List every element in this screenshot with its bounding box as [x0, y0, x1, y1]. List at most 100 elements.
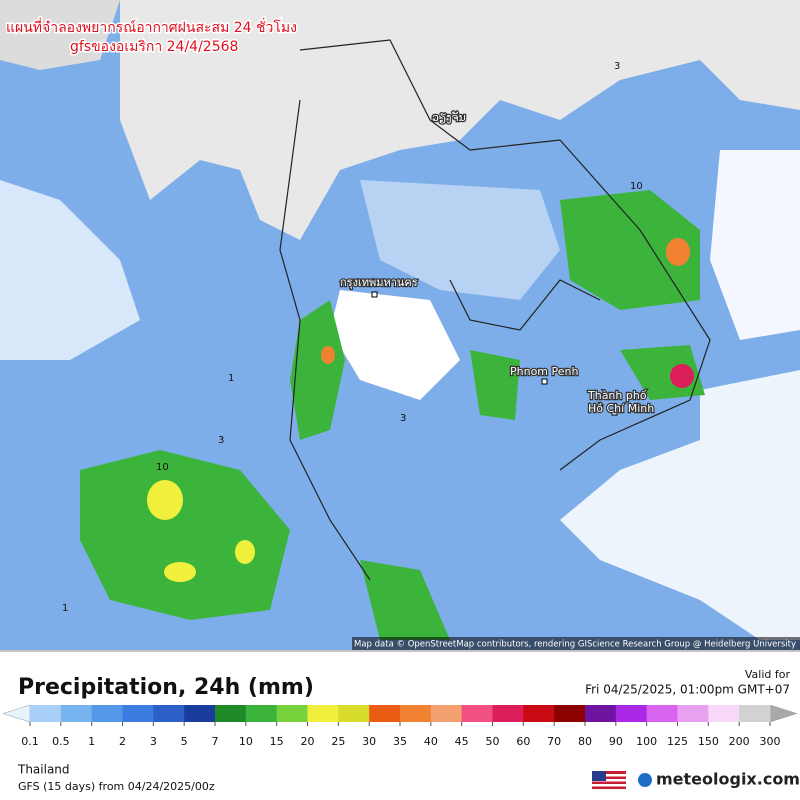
place-label: Hồ Chí Minh — [588, 402, 654, 415]
heavy-rain — [164, 562, 196, 582]
scale-label: 150 — [698, 735, 719, 748]
rain-zone — [80, 450, 290, 620]
contour-label: 1 — [62, 603, 68, 614]
scale-swatch — [91, 705, 123, 722]
scale-label: 40 — [424, 735, 438, 748]
scale-swatch — [276, 705, 308, 722]
contour-label: 3 — [218, 435, 224, 446]
scale-label: 200 — [729, 735, 750, 748]
city-marker — [371, 291, 378, 298]
scale-label: 25 — [331, 735, 345, 748]
scale-swatch — [492, 705, 524, 722]
scale-label: 60 — [516, 735, 530, 748]
scale-label: 30 — [362, 735, 376, 748]
rain-zone — [560, 190, 700, 310]
scale-label: 125 — [667, 735, 688, 748]
place-label: Thành phố — [587, 389, 647, 402]
scale-label: 15 — [270, 735, 284, 748]
city-marker — [541, 378, 548, 385]
scale-label: 0.5 — [52, 735, 70, 748]
valid-time: Fri 04/25/2025, 01:00pm GMT+07 — [585, 683, 790, 697]
scale-under — [2, 704, 31, 723]
scale-label: 35 — [393, 735, 407, 748]
scale-label: 3 — [150, 735, 157, 748]
scale-label: 80 — [578, 735, 592, 748]
scale-label: 5 — [181, 735, 188, 748]
scale-label: 70 — [547, 735, 561, 748]
scale-swatch — [184, 705, 216, 722]
map: แผนที่จำลองพยากรณ์อากาศฝนสะสม 24 ชั่วโมง… — [0, 0, 800, 650]
scale-swatch — [338, 705, 370, 722]
scale-swatch — [215, 705, 247, 722]
attribution-bg — [352, 637, 800, 650]
place-label: Phnom Penh — [510, 365, 578, 378]
rain-zone — [290, 300, 345, 440]
heavy-rain — [321, 346, 335, 364]
scale-swatch — [30, 705, 62, 722]
contour-label: 10 — [156, 462, 169, 473]
scale-swatch — [122, 705, 154, 722]
scale-swatch — [585, 705, 617, 722]
sea-dry — [710, 150, 800, 340]
rain-zone — [470, 350, 520, 420]
us-flag — [592, 771, 626, 789]
heavy-rain — [666, 238, 690, 266]
contour-label: 10 — [630, 181, 643, 192]
scale-label: 90 — [609, 735, 623, 748]
legend-title: Precipitation, 24h (mm) — [18, 675, 314, 700]
scale-label: 20 — [301, 735, 315, 748]
gulf-dry — [330, 290, 460, 400]
light-rain — [360, 180, 560, 300]
scale-label: 100 — [636, 735, 657, 748]
heavy-rain — [670, 364, 694, 388]
scale-label: 45 — [455, 735, 469, 748]
scale-swatch — [245, 705, 278, 722]
contour-label: 3 — [400, 413, 406, 424]
scale-swatch — [554, 705, 586, 722]
scale-swatch — [615, 705, 648, 722]
scale-swatch — [153, 705, 185, 722]
scale-swatch — [369, 705, 401, 722]
region: Thailand — [17, 763, 70, 777]
valid-label: Valid for — [745, 668, 791, 681]
scale-swatch — [400, 705, 432, 722]
contour-label: 1 — [228, 373, 234, 384]
scale-label: 2 — [119, 735, 126, 748]
scale-label: 7 — [212, 735, 219, 748]
brand-logo — [638, 773, 652, 787]
scale-swatch — [739, 705, 771, 722]
scale-label: 50 — [486, 735, 500, 748]
model-run: GFS (15 days) from 04/24/2025/00z — [18, 780, 215, 793]
dry-land — [120, 0, 800, 240]
scale-swatch — [60, 705, 93, 722]
scale-swatch — [307, 705, 339, 722]
rain-zone — [360, 560, 450, 640]
place-label: ວຽງຈັນ — [432, 111, 466, 124]
scale-swatch — [708, 705, 740, 722]
map-subtitle: gfsของอเมริกา 24/4/2568 — [70, 39, 238, 55]
attribution: Map data © OpenStreetMap contributors, r… — [354, 640, 796, 650]
legend: Precipitation, 24h (mm) Valid for Fri 04… — [2, 668, 798, 748]
scale-swatch — [430, 705, 463, 722]
scale-label: 0.1 — [21, 735, 39, 748]
scale-over — [769, 704, 798, 723]
brand[interactable]: meteologix.com — [656, 770, 800, 789]
city-marker — [611, 409, 618, 416]
dry-land — [0, 0, 120, 70]
heavy-rain — [147, 480, 183, 520]
sea-dry — [560, 370, 800, 640]
scale-swatch — [461, 705, 493, 722]
contour-label: 3 — [614, 61, 620, 72]
heavy-rain — [235, 540, 255, 564]
map-title: แผนที่จำลองพยากรณ์อากาศฝนสะสม 24 ชั่วโมง — [6, 18, 297, 36]
scale-label: 300 — [760, 735, 781, 748]
scale-swatch — [646, 705, 678, 722]
scale-swatch — [677, 705, 709, 722]
borders — [279, 39, 711, 581]
place-label: กรุงเทพมหานคร — [340, 276, 418, 289]
scale-swatch — [523, 705, 555, 722]
scale-label: 1 — [88, 735, 95, 748]
scale-label: 10 — [239, 735, 253, 748]
